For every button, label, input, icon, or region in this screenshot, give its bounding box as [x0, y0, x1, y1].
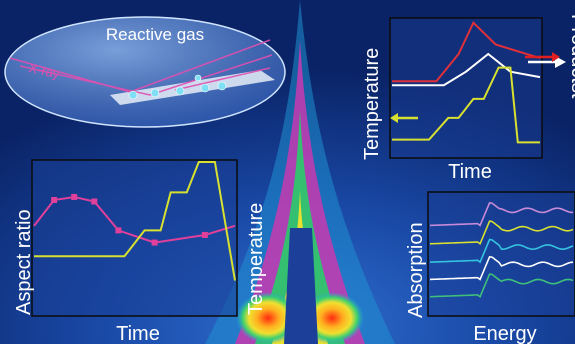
absorption-spectrum-3 [429, 238, 574, 264]
aspect-ratio-plot-frame [31, 159, 238, 317]
aspect-ratio-pink-series-marker [201, 231, 208, 238]
heating-arrow [525, 52, 560, 62]
products-label: Productst [567, 14, 575, 99]
aspect-ratio-xlabel: Time [116, 323, 160, 344]
aspect-ratio-pink-series-marker [115, 227, 122, 234]
central-plume [205, 0, 395, 344]
aspect-ratio-yellow-series [34, 161, 236, 281]
xray-label: X-ray [27, 60, 61, 81]
absorption-ylabel: Absorption [405, 222, 427, 318]
temperature-xlabel: Time [448, 161, 492, 183]
aspect-ratio-pink-series-marker [71, 193, 78, 200]
absorption-spectrum-2 [429, 220, 574, 246]
aspect-ratio-pink-series [33, 195, 236, 244]
product-arrow [528, 56, 566, 68]
absorption-spectrum-4 [429, 255, 574, 281]
aspect-ratio-pink-series-marker [51, 197, 58, 203]
temperature-yellow-series [392, 66, 540, 144]
temperature-chart: Temperature Time Productst [361, 14, 575, 183]
aspect-ratio-pink-series-marker [151, 239, 158, 246]
cooling-arrow [390, 113, 418, 123]
absorption-plot-frame [427, 191, 575, 317]
xray-beam [9, 39, 273, 96]
temperature-ylabel: Temperature [361, 48, 383, 160]
capillary-tube [284, 228, 318, 344]
reactive-gas-label: Reactive gas [106, 25, 204, 44]
aspect-ratio-ylabel: Aspect ratio [13, 209, 35, 315]
reactive-gas-cell: Reactive gas X-ray [4, 16, 286, 128]
absorption-spectrum-1 [429, 201, 574, 227]
sample-plate [110, 70, 275, 105]
aspect-ratio-pink-series-marker [91, 198, 98, 205]
gas-molecules [128, 74, 227, 100]
absorption-spectrum-5 [429, 273, 574, 298]
temperature-red-series [392, 21, 541, 83]
aspect-ratio-chart: Aspect ratio Time [13, 159, 238, 344]
absorption-xlabel: Energy [473, 323, 536, 344]
plume-temperature-label: Temperature [245, 203, 267, 315]
temperature-white-series [392, 52, 541, 87]
absorption-chart: Absorption Energy [405, 191, 575, 344]
